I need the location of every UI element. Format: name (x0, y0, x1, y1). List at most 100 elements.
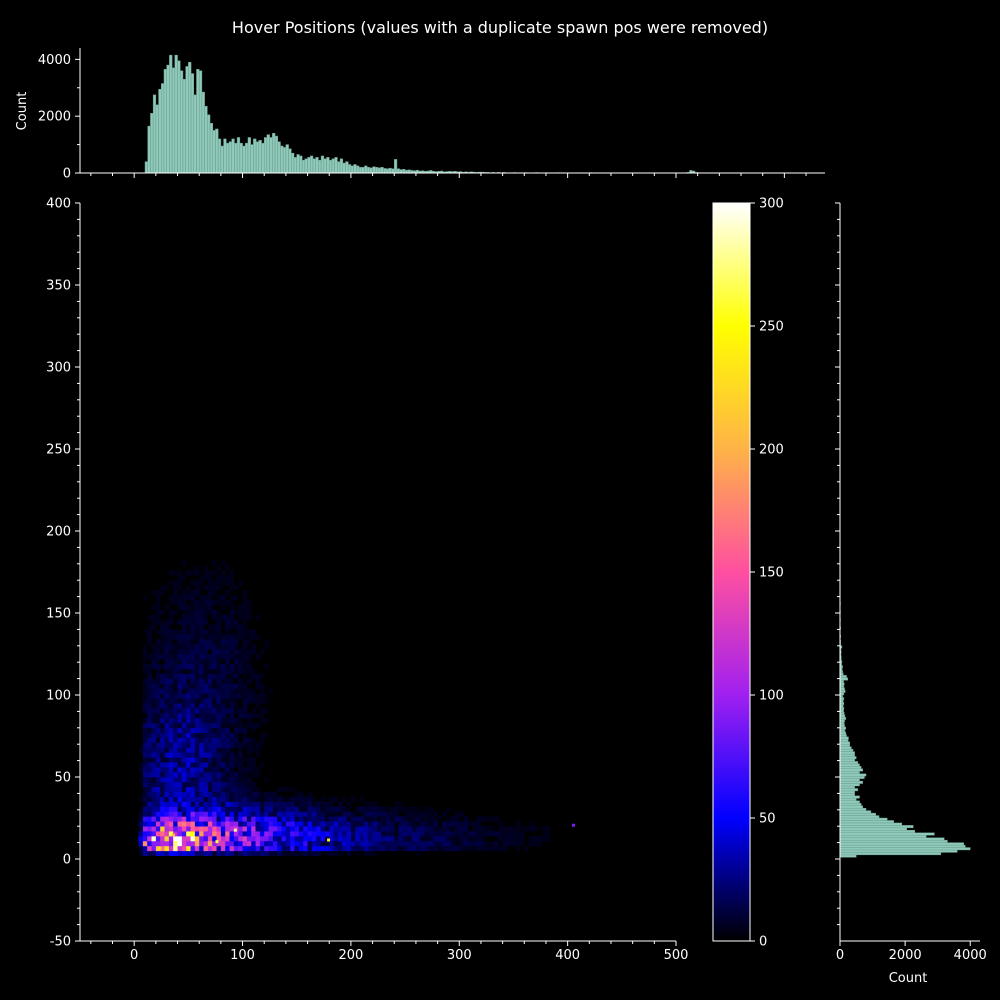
heatmap-cell (502, 840, 508, 847)
heatmap-cell (203, 762, 209, 768)
heatmap-cell (242, 654, 248, 660)
heatmap-cell (207, 678, 213, 684)
heatmap-cell (545, 831, 551, 837)
heatmap-cell (212, 806, 217, 812)
heatmap-cell (151, 727, 157, 734)
heatmap-cell (168, 826, 174, 832)
heatmap-cell (437, 816, 443, 822)
heatmap-cell (238, 649, 243, 655)
heatmap-cell (333, 816, 339, 822)
heatmap-cell (220, 703, 226, 709)
heatmap-cell (164, 836, 170, 842)
heatmap-cell (242, 683, 248, 689)
heatmap-cell (238, 713, 243, 719)
heatmap-cell (181, 727, 187, 734)
x-marginal-bar (169, 54, 173, 174)
heatmap-cell (220, 634, 226, 640)
heatmap-cell (181, 757, 187, 763)
heatmap-cell (207, 609, 213, 615)
heatmap-cell (207, 698, 213, 704)
heatmap-cell (186, 845, 191, 852)
heatmap-cell (238, 727, 243, 734)
heatmap-cell (220, 767, 226, 773)
heatmap-cell (402, 816, 408, 822)
heatmap-cell (303, 850, 308, 857)
heatmap-cell (277, 840, 282, 847)
y-marginal-bar (839, 724, 845, 728)
heatmap-cell (485, 840, 490, 847)
heatmap-cell (155, 836, 161, 842)
heatmap-cell (433, 816, 438, 822)
heatmap-cell (476, 821, 482, 827)
heatmap-cell (363, 816, 369, 822)
heatmap-cell (216, 727, 222, 734)
heatmap-cell (233, 708, 239, 714)
heatmap-cell (199, 575, 204, 581)
heatmap-cell (255, 796, 261, 802)
heatmap-cell (155, 609, 161, 615)
heatmap-cell (255, 791, 261, 797)
heatmap-cell (142, 668, 148, 674)
heatmap-cell (229, 742, 235, 748)
heatmap-cell (168, 777, 174, 783)
y-tick-label: 350 (46, 279, 71, 294)
heatmap-cell (203, 727, 209, 734)
heatmap-cell (160, 742, 165, 748)
heatmap-cell (190, 590, 196, 596)
heatmap-cell (168, 781, 174, 788)
heatmap-cell (506, 831, 512, 837)
heatmap-cell (155, 786, 161, 793)
heatmap-cell (173, 786, 178, 793)
heatmap-cell (203, 599, 209, 606)
x-marginal-bar (323, 158, 327, 174)
heatmap-cell (142, 767, 148, 773)
heatmap-cell (155, 629, 161, 635)
y-marginal-bar (839, 775, 865, 779)
heatmap-cell (181, 599, 187, 606)
heatmap-cell (320, 801, 326, 807)
heatmap-cell (242, 801, 248, 807)
heatmap-cell (277, 821, 282, 827)
heatmap-cell (285, 796, 291, 802)
heatmap-cell (446, 836, 451, 842)
x-marginal-bar (307, 157, 311, 174)
heatmap-cell (259, 693, 265, 699)
heatmap-cell (142, 811, 148, 817)
heatmap-cell (168, 786, 174, 793)
heatmap-cell (207, 590, 213, 596)
heatmap-cell (255, 713, 261, 719)
heatmap-cell (220, 836, 226, 842)
heatmap-cell (225, 801, 230, 807)
heatmap-cell (151, 742, 157, 748)
heatmap-cell (532, 836, 538, 842)
heatmap-cell (281, 840, 287, 847)
heatmap-cell (272, 796, 278, 802)
heatmap-cell (307, 840, 313, 847)
heatmap-cell (142, 663, 148, 670)
heatmap-cell (264, 698, 269, 704)
heatmap-cell (190, 703, 196, 709)
heatmap-cell (255, 850, 261, 857)
heatmap-cell (147, 767, 152, 773)
heatmap-cell (151, 762, 157, 768)
y-marginal-bar (839, 822, 903, 826)
heatmap-cell (194, 747, 200, 753)
heatmap-cell (190, 668, 196, 674)
heatmap-cell (207, 845, 213, 852)
heatmap-cell (333, 796, 339, 802)
heatmap-cell (220, 722, 226, 729)
heatmap-cell (225, 786, 230, 793)
heatmap-cell (246, 678, 252, 684)
heatmap-cell (190, 796, 196, 802)
heatmap-cell (138, 845, 144, 852)
heatmap-cell (272, 811, 278, 817)
heatmap-cell (411, 836, 417, 842)
heatmap-cell (147, 708, 152, 714)
heatmap-cell (225, 762, 230, 768)
heatmap-cell (168, 767, 174, 773)
heatmap-cell (155, 801, 161, 807)
heatmap-cell (251, 673, 256, 679)
heatmap-cell (212, 649, 217, 655)
heatmap-cell (220, 781, 226, 788)
heatmap-cell (147, 678, 152, 684)
